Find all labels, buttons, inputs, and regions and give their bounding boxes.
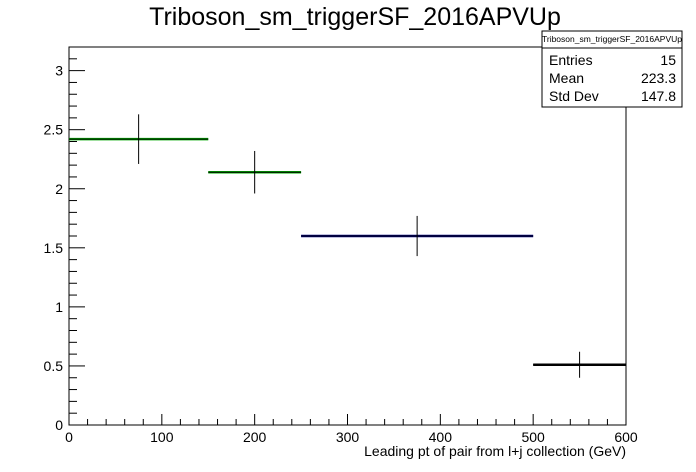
x-tick-label: 500 <box>521 429 545 445</box>
stats-entries-label: Entries <box>549 52 593 68</box>
y-tick-label: 1.5 <box>44 240 64 256</box>
chart-title: Triboson_sm_triggerSF_2016APVUp <box>149 3 561 31</box>
x-tick-label: 600 <box>614 429 638 445</box>
stats-entries-value: 15 <box>660 52 676 68</box>
x-tick-label: 400 <box>429 429 453 445</box>
x-tick-label: 0 <box>65 429 73 445</box>
x-tick-label: 300 <box>336 429 360 445</box>
stats-mean-label: Mean <box>549 70 584 86</box>
stats-box-title: Triboson_sm_triggerSF_2016APVUp <box>542 34 682 44</box>
stats-stddev-value: 147.8 <box>641 88 676 104</box>
y-tick-label: 1 <box>55 299 63 315</box>
y-tick-label: 2 <box>55 181 63 197</box>
y-tick-label: 2.5 <box>44 122 64 138</box>
y-tick-label: 0 <box>55 417 63 433</box>
y-axis: 0 0.5 1 1.5 2 2.5 3 <box>44 46 85 433</box>
y-tick-label: 3 <box>55 63 63 79</box>
x-tick-label: 200 <box>243 429 267 445</box>
stats-box-frame <box>541 30 683 108</box>
x-axis: 0 100 200 300 400 500 600 <box>65 414 638 445</box>
stats-mean-value: 223.3 <box>641 70 676 86</box>
y-tick-label: 0.5 <box>44 358 64 374</box>
x-tick-label: 100 <box>150 429 174 445</box>
stats-box: Triboson_sm_triggerSF_2016APVUp Entries … <box>541 30 683 108</box>
histogram-bins <box>69 114 626 378</box>
stats-stddev-label: Std Dev <box>549 88 599 104</box>
x-axis-label: Leading pt of pair from l+j collection (… <box>364 443 626 459</box>
